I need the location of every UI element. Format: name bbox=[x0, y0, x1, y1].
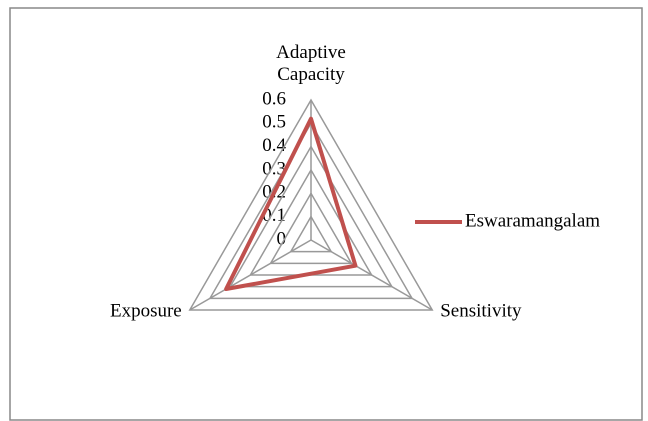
grid-line bbox=[269, 191, 353, 265]
radar-line bbox=[224, 116, 358, 291]
y-tick-label: 0.4 bbox=[262, 135, 286, 156]
grid-line bbox=[188, 98, 434, 311]
grid-line bbox=[289, 215, 333, 253]
legend-label: Eswaramangalam bbox=[465, 210, 600, 231]
y-tick-label: 0.5 bbox=[262, 112, 286, 133]
grid-line bbox=[208, 121, 414, 300]
axis-line bbox=[189, 239, 312, 311]
y-tick-label: 0.6 bbox=[262, 88, 286, 109]
axis-label: Sensitivity bbox=[440, 300, 522, 321]
grid-line bbox=[228, 145, 394, 288]
axis-label: Adaptive Capacity bbox=[276, 42, 346, 85]
axis-line bbox=[310, 239, 433, 311]
y-tick-label: 0 bbox=[277, 228, 287, 249]
chart-frame bbox=[9, 7, 643, 421]
axis-label: Exposure bbox=[110, 300, 182, 321]
